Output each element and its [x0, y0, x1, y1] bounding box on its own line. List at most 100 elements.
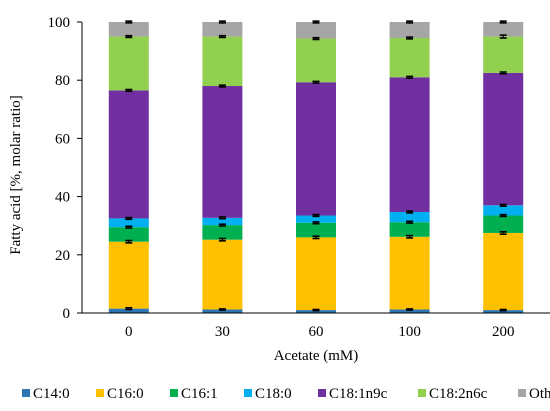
- error-bar: [125, 239, 133, 244]
- bar-segment: [202, 36, 243, 87]
- error-bar: [406, 234, 414, 239]
- legend-item: C16:1: [170, 386, 218, 402]
- legend-item: Others: [518, 386, 550, 402]
- error-bar: [499, 34, 507, 39]
- error-bar: [218, 308, 226, 311]
- legend-label: C18:0: [255, 386, 292, 402]
- error-bar: [406, 210, 414, 214]
- axes-layer: 0 30 60 100 200 0 20 40 60 80 100: [48, 15, 550, 340]
- error-bar: [312, 308, 320, 312]
- bar-segment: [202, 86, 243, 218]
- bar-segment: [296, 82, 336, 216]
- legend-item: C18:1n9c: [318, 386, 388, 402]
- legend-label: C16:1: [181, 386, 218, 402]
- error-bar: [125, 34, 133, 39]
- bar-segment: [483, 36, 524, 73]
- legend-swatch: [518, 389, 526, 397]
- error-bar: [312, 221, 320, 225]
- y-axis-label: Fatty acid [%, molar ratio]: [8, 95, 24, 255]
- legend-item: C14:0: [22, 386, 70, 402]
- legend-item: C18:0: [244, 386, 292, 402]
- x-tick-label: 0: [125, 324, 133, 340]
- legend-swatch: [244, 389, 252, 397]
- error-bar: [218, 237, 226, 242]
- bar-segment: [389, 38, 430, 78]
- error-bar: [499, 308, 507, 312]
- y-tick-label: 100: [48, 15, 71, 31]
- legend-swatch: [170, 389, 178, 397]
- bar-segment: [202, 217, 243, 226]
- error-bar: [499, 231, 507, 235]
- error-bar: [406, 36, 414, 40]
- bar-segment: [296, 237, 336, 311]
- bar-segment: [202, 239, 243, 310]
- bar-segment: [483, 22, 524, 37]
- legend-swatch: [418, 389, 426, 397]
- bars-layer: [108, 22, 524, 313]
- x-tick-label: 100: [398, 324, 421, 340]
- error-bar: [406, 75, 414, 79]
- error-bar: [218, 20, 226, 24]
- bar-segment: [202, 225, 243, 240]
- legend-item: C16:0: [96, 386, 144, 402]
- error-bar: [125, 306, 133, 311]
- legend-label: C18:1n9c: [329, 386, 388, 402]
- legend-swatch: [318, 389, 326, 397]
- legend-swatch: [96, 389, 104, 397]
- legend: C14:0 C16:0 C16:1 C18:0 C18:1n9c C18:2n6c Othe…: [22, 386, 550, 402]
- legend-label: C18:2n6c: [429, 386, 488, 402]
- bar-segment: [483, 215, 524, 233]
- legend-label: C16:0: [107, 386, 144, 402]
- bar-segment: [202, 22, 243, 37]
- y-tick-label: 60: [55, 131, 70, 147]
- error-bar: [406, 20, 414, 24]
- bar-segment: [483, 72, 524, 206]
- bar-segment: [108, 241, 149, 309]
- legend-label: C14:0: [33, 386, 70, 402]
- legend-item: C18:2n6c: [418, 386, 488, 402]
- bar-segment: [483, 232, 524, 311]
- bar-segment: [389, 22, 430, 39]
- error-bar: [125, 88, 133, 93]
- bar-segment: [202, 309, 243, 313]
- legend-label: Others: [529, 386, 550, 402]
- y-tick-label: 20: [55, 248, 70, 264]
- y-tick-label: 80: [55, 73, 70, 89]
- error-bar: [312, 80, 320, 84]
- bar-segment: [296, 222, 336, 238]
- bar-segment: [108, 308, 149, 313]
- bar-segment: [108, 227, 149, 242]
- bar-segment: [108, 22, 149, 37]
- y-tick-label: 40: [55, 190, 70, 206]
- bar-segment: [108, 36, 149, 91]
- error-bar: [312, 36, 320, 41]
- error-bar: [499, 213, 507, 218]
- error-bar: [406, 220, 414, 224]
- error-bar: [499, 71, 507, 75]
- bar-segment: [296, 22, 336, 39]
- error-bar: [406, 308, 414, 311]
- bar-segment: [108, 218, 149, 228]
- bar-segment: [296, 310, 336, 313]
- x-axis-label: Acetate (mM): [274, 348, 359, 364]
- error-bars-layer: [125, 20, 507, 312]
- error-bar: [125, 225, 133, 229]
- bar-segment: [483, 205, 524, 216]
- error-bar: [499, 20, 507, 24]
- bar-segment: [389, 222, 430, 237]
- error-bar: [312, 20, 320, 24]
- x-tick-label: 30: [215, 324, 230, 340]
- error-bar: [499, 203, 507, 208]
- error-bar: [218, 216, 226, 220]
- error-bar: [218, 84, 226, 88]
- bar-segment: [296, 215, 336, 223]
- x-tick-label: 200: [492, 324, 515, 340]
- bar-segment: [389, 236, 430, 310]
- error-bar: [312, 235, 320, 240]
- bar-segment: [389, 77, 430, 213]
- bar-segment: [483, 310, 524, 313]
- y-tick-label: 0: [63, 306, 71, 322]
- error-bar: [125, 216, 133, 221]
- error-bar: [125, 20, 133, 24]
